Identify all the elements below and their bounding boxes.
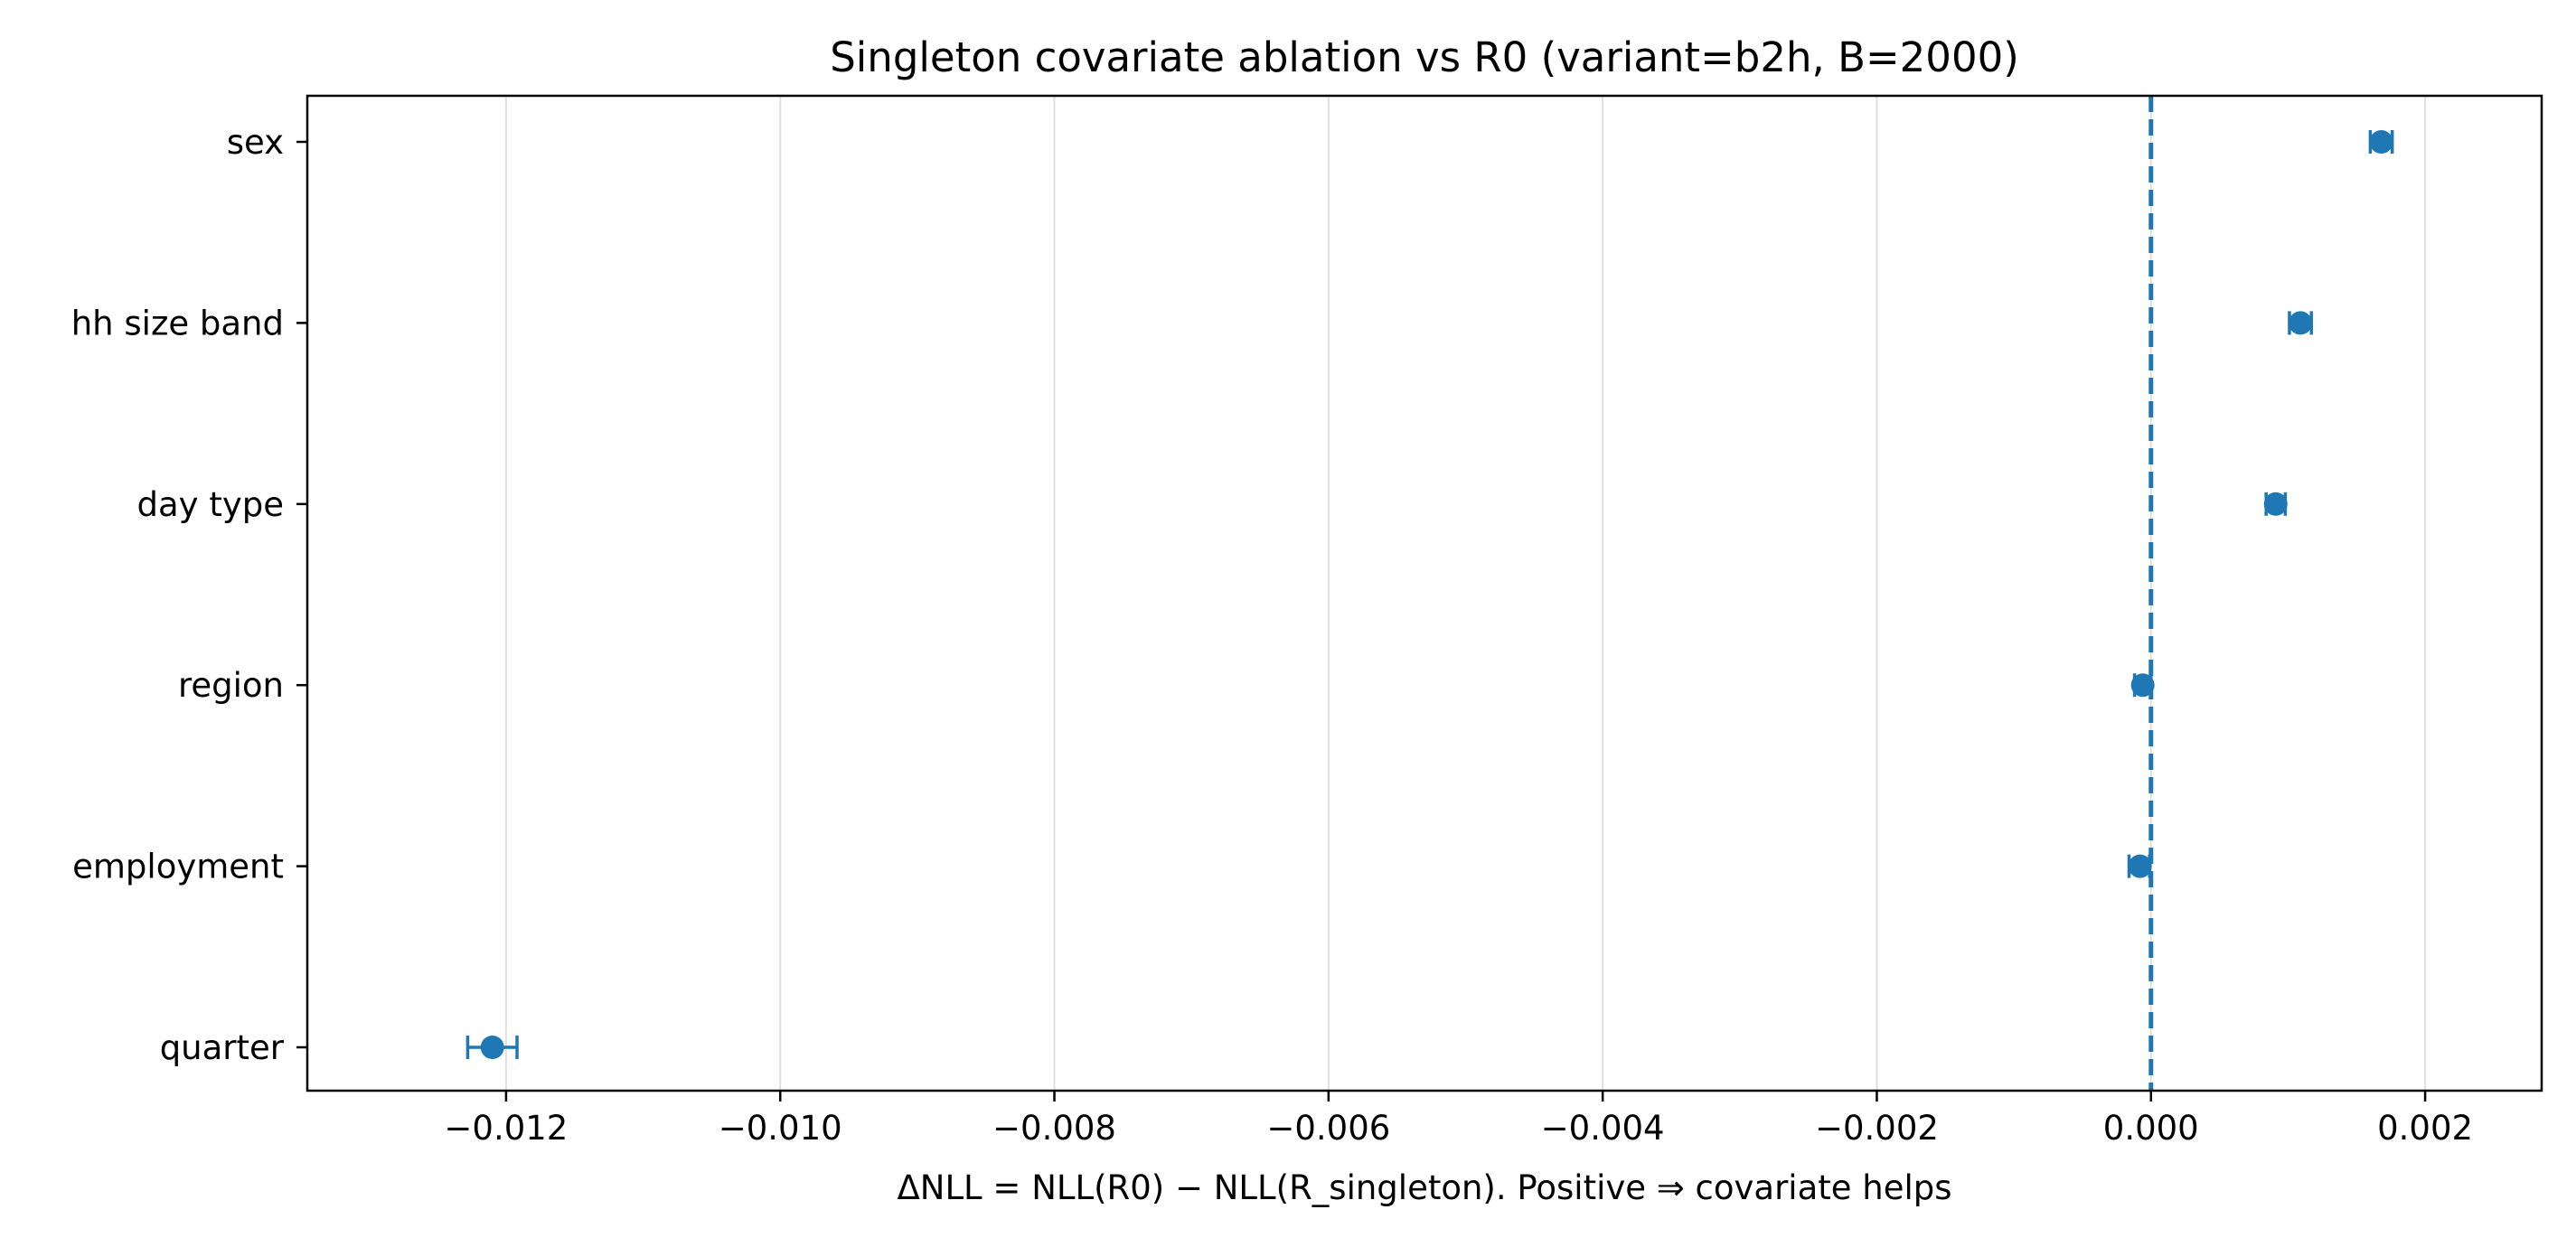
y-axis-ticks: sex hh size band day type region employment q… — [71, 123, 307, 1067]
plot-area-frame — [306, 94, 2543, 1092]
data-points — [465, 130, 2394, 1059]
x-tick-label-5: −0.002 — [1815, 1109, 1939, 1148]
marker-sex — [2369, 130, 2393, 154]
y-tick-label-hh-size-band: hh size band — [71, 304, 284, 342]
point-hh-size-band — [2288, 311, 2313, 335]
marker-region — [2130, 673, 2155, 698]
point-sex — [2368, 130, 2394, 154]
x-tick-label-3: −0.006 — [1266, 1109, 1390, 1148]
x-tick-label-1: −0.010 — [719, 1109, 842, 1148]
point-quarter — [465, 1036, 519, 1059]
marker-quarter — [480, 1036, 504, 1059]
marker-hh-size-band — [2289, 311, 2313, 335]
marker-employment — [2128, 854, 2152, 878]
x-tick-label-6: 0.000 — [2103, 1109, 2199, 1148]
y-tick-label-employment: employment — [72, 848, 284, 886]
y-tick-label-day-type: day type — [137, 485, 284, 524]
x-tick-label-7: 0.002 — [2377, 1109, 2473, 1148]
x-tick-label-4: −0.004 — [1541, 1109, 1665, 1148]
point-day-type — [2263, 492, 2288, 516]
y-tick-label-region: region — [178, 666, 284, 705]
point-region — [2130, 673, 2155, 698]
marker-day-type — [2263, 492, 2288, 516]
y-tick-label-quarter: quarter — [160, 1028, 285, 1067]
chart-title: Singleton covariate ablation vs R0 (vari… — [830, 33, 2019, 81]
x-axis-ticks: −0.012 −0.010 −0.008 −0.006 −0.004 −0.002 0.00… — [444, 1091, 2473, 1148]
x-axis-label: ΔNLL = NLL(R0) − NLL(R_singleton). Posit… — [897, 1168, 1951, 1207]
x-tick-label-0: −0.012 — [444, 1109, 568, 1148]
point-employment — [2127, 854, 2152, 878]
grid-lines — [504, 96, 2427, 1091]
x-tick-label-2: −0.008 — [992, 1109, 1116, 1148]
y-tick-label-sex: sex — [227, 123, 284, 162]
